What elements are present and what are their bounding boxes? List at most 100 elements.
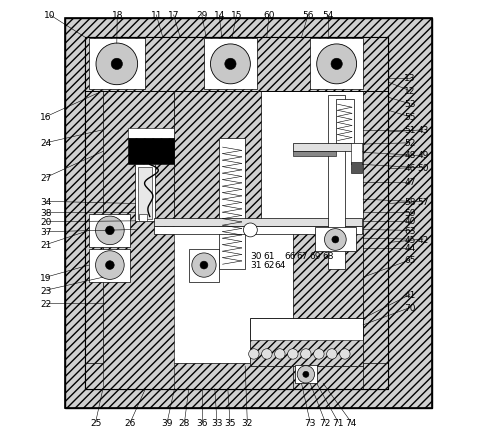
Bar [85,92,103,389]
Circle shape [96,44,138,85]
Text: 72: 72 [320,418,331,427]
Text: 22: 22 [40,299,51,308]
Text: 12: 12 [404,87,416,96]
Circle shape [96,251,124,280]
Text: 58: 58 [404,197,416,206]
Bar [128,128,174,139]
Text: 56: 56 [302,11,314,20]
Text: 49: 49 [417,151,429,160]
Text: 59: 59 [404,208,416,217]
Bar [250,340,363,366]
Text: 52: 52 [404,139,416,148]
Text: 39: 39 [161,418,173,427]
Circle shape [106,227,114,235]
Circle shape [274,349,285,359]
Text: 51: 51 [404,126,416,135]
Text: 74: 74 [346,418,357,427]
Text: 35: 35 [224,418,236,427]
Bar [293,144,363,152]
Text: 19: 19 [40,273,51,282]
Text: 28: 28 [179,418,190,427]
Circle shape [244,224,257,237]
Circle shape [192,253,216,278]
Text: 68: 68 [323,251,334,260]
Text: 70: 70 [404,303,416,312]
Text: 24: 24 [40,139,51,148]
Circle shape [332,237,339,243]
Text: 44: 44 [404,243,416,253]
Circle shape [106,261,114,270]
Text: 14: 14 [214,11,225,20]
Text: 34: 34 [40,197,51,206]
Circle shape [287,349,298,359]
Text: 41: 41 [404,290,416,299]
Circle shape [314,349,324,359]
Bar [128,139,174,165]
Bar [310,39,363,90]
Text: 38: 38 [40,208,51,217]
Text: 66: 66 [284,251,295,260]
Bar [85,363,388,389]
Text: 62: 62 [263,260,275,269]
Circle shape [303,372,309,378]
Bar [293,151,336,156]
Text: 13: 13 [404,74,416,83]
Text: 29: 29 [196,11,208,20]
Circle shape [301,349,311,359]
Circle shape [297,366,314,383]
Circle shape [331,59,342,70]
Text: 31: 31 [250,260,262,269]
Text: 33: 33 [211,418,223,427]
Text: 15: 15 [231,11,242,20]
Text: 26: 26 [125,418,136,427]
Circle shape [327,349,337,359]
Bar [327,96,345,269]
Text: 73: 73 [304,418,316,427]
Bar [65,19,432,408]
Bar [363,92,388,389]
Circle shape [324,229,346,251]
Bar [293,233,363,389]
Text: 55: 55 [404,113,416,122]
Text: 27: 27 [40,174,51,183]
Text: 48: 48 [404,151,416,160]
Circle shape [340,349,350,359]
Bar [175,92,261,221]
Text: 42: 42 [417,235,429,244]
Text: 37: 37 [40,228,51,237]
Text: 18: 18 [111,11,123,20]
Bar [154,227,362,234]
Circle shape [211,45,250,85]
Bar [85,38,388,389]
Text: 20: 20 [40,218,51,227]
Text: 16: 16 [40,113,51,122]
Text: 30: 30 [250,251,262,260]
Bar [89,215,130,247]
Text: 64: 64 [274,260,285,269]
Text: 71: 71 [333,418,344,427]
Text: 10: 10 [44,11,56,20]
Text: 43: 43 [417,126,429,135]
Text: 11: 11 [151,11,162,20]
Bar [189,250,219,282]
Circle shape [96,217,124,245]
Text: 32: 32 [242,418,253,427]
Bar [250,319,363,366]
Bar [85,38,388,389]
Bar [138,167,152,219]
Text: 40: 40 [404,217,416,226]
Circle shape [249,349,259,359]
Bar [89,39,145,90]
Circle shape [317,45,357,85]
Text: 60: 60 [263,11,275,20]
Text: 36: 36 [196,418,208,427]
Circle shape [261,349,272,359]
Text: 57: 57 [417,197,429,206]
Text: 54: 54 [322,11,333,20]
Bar [65,19,432,408]
Bar [89,250,130,282]
Text: 53: 53 [404,100,416,109]
Bar [204,39,257,90]
Text: 21: 21 [40,240,51,250]
Text: 46: 46 [404,163,416,172]
